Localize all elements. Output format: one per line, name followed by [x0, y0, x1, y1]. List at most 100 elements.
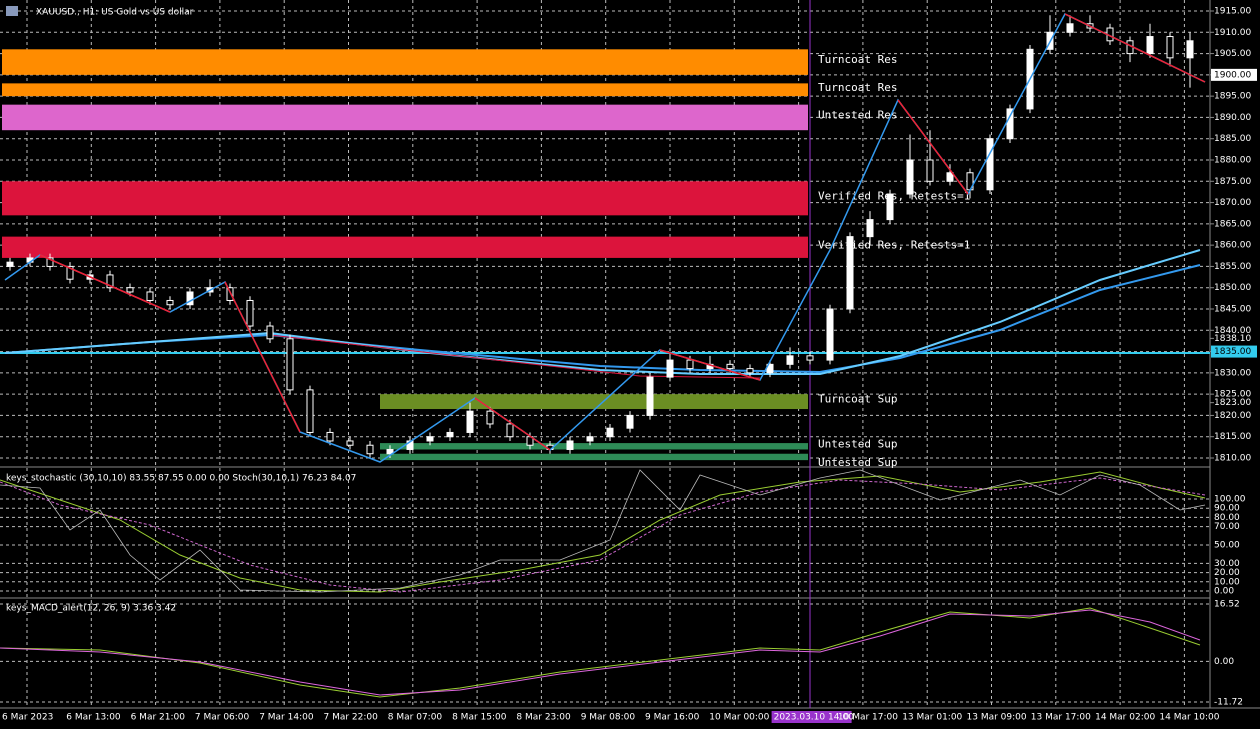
time-label: 9 Mar 16:00	[645, 713, 700, 723]
candle-body	[106, 274, 114, 289]
zone	[380, 443, 808, 450]
candle-body	[366, 444, 374, 455]
candle-body	[666, 359, 674, 378]
macd-signal	[0, 609, 1201, 696]
axes: 1915.00 1910.00 1905.00 1900.00 1895.00 1890.…	[2, 7, 1257, 723]
zone-label: Verified Res, Retests=1	[818, 238, 970, 251]
price-label: 1845.00	[1214, 305, 1251, 315]
time-label: 7 Mar 22:00	[324, 713, 379, 723]
zone-label: Untested Sup	[818, 437, 897, 450]
candle-body	[906, 159, 914, 195]
candle-body	[146, 291, 154, 301]
indicator-axis-label: 90.00	[1214, 504, 1240, 514]
price-label: 1875.00	[1214, 177, 1251, 187]
price-label: 1885.00	[1214, 134, 1251, 144]
candle-body	[1186, 40, 1194, 59]
zone-label: Verified Res, Retests=1	[818, 189, 970, 202]
candle-body	[506, 423, 514, 438]
zone	[2, 83, 808, 97]
time-label: 8 Mar 07:00	[388, 713, 443, 723]
candle-body	[626, 414, 634, 429]
indicator-axis-label: 10.00	[1214, 577, 1240, 587]
price-label: 1838.10	[1214, 334, 1251, 344]
price-label: 1840.00	[1214, 326, 1251, 336]
indicator-axis-label: 80.00	[1214, 513, 1240, 523]
zone	[2, 181, 808, 216]
indicator-axis-label: 70.00	[1214, 522, 1240, 532]
price-label: 1835.00	[1214, 347, 1251, 357]
candle-body	[186, 291, 194, 306]
candle-body	[846, 236, 854, 310]
candle-body	[886, 193, 894, 221]
candle-body	[486, 410, 494, 425]
candle-body	[306, 389, 314, 433]
stoch-main	[0, 471, 1206, 593]
candle-body	[426, 436, 434, 442]
candle-body	[606, 427, 614, 438]
candle-body	[346, 440, 354, 446]
indicator-axis-label: 50.00	[1214, 541, 1240, 551]
price-label: 1910.00	[1214, 28, 1251, 38]
candle-body	[586, 436, 594, 442]
chart-icon	[6, 6, 18, 16]
zones: Turncoat Res Turncoat Res Untested Res Veri…	[2, 49, 970, 469]
indicator-axis-label: 30.00	[1214, 559, 1240, 569]
candle-body	[1166, 36, 1174, 59]
time-label: 8 Mar 15:00	[452, 713, 507, 723]
candle-body	[746, 368, 754, 374]
candle-body	[226, 287, 234, 301]
price-highlight	[1211, 68, 1257, 81]
price-label: 1860.00	[1214, 241, 1251, 251]
price-label: 1870.00	[1214, 198, 1251, 208]
candle-body	[286, 338, 294, 391]
indicator-axis-label: -11.72	[1214, 698, 1243, 708]
candle-body	[566, 440, 574, 450]
stoch-fast	[0, 469, 1206, 593]
price-label: 1823.00	[1214, 398, 1251, 408]
time-label: 7 Mar 14:00	[259, 713, 314, 723]
macd-label: keys_MACD_alert(12, 26, 9) 3.36 3.42	[6, 604, 176, 614]
price-highlight	[1211, 345, 1257, 358]
zone	[2, 104, 808, 131]
candle-body	[806, 355, 814, 361]
time-label: 2023.03.10 14:00	[774, 713, 855, 723]
price-label: 1915.00	[1214, 7, 1251, 17]
candle-body	[866, 219, 874, 238]
time-label: 13 Mar 09:00	[967, 713, 1027, 723]
candle-body	[46, 257, 54, 267]
stoch-label: keys_stochastic (30,10,10) 83.55 87.55 0…	[6, 474, 356, 484]
candle-body	[266, 325, 274, 340]
zigzag-down	[39, 13, 1206, 451]
candle-body	[1006, 108, 1014, 140]
zone-label: Untested Sup	[818, 456, 897, 469]
indicator-axis-label: 100.00	[1214, 495, 1246, 505]
price-label: 1895.00	[1214, 92, 1251, 102]
zone-label: Turncoat Res	[818, 81, 897, 94]
zone-label: Untested Res	[818, 108, 897, 121]
time-highlight	[771, 711, 852, 723]
indicator-axis-label: 20.00	[1214, 568, 1240, 578]
candle-body	[166, 299, 174, 306]
time-label: 8 Mar 23:00	[516, 713, 571, 723]
time-label: 7 Mar 06:00	[195, 713, 250, 723]
indicator-axis-label: 0.00	[1214, 587, 1234, 597]
zone	[380, 453, 808, 461]
zone-label: Turncoat Res	[818, 53, 897, 66]
candle-body	[386, 448, 394, 455]
price-label: 1810.00	[1214, 454, 1251, 464]
price-label: 1815.00	[1214, 432, 1251, 442]
candle-body	[246, 299, 254, 327]
symbol-title: XAUUSD., H1: US Gold vs US dollar	[36, 8, 194, 18]
price-label: 1825.00	[1214, 390, 1251, 400]
price-label: 1865.00	[1214, 219, 1251, 229]
candle-body	[1146, 36, 1154, 55]
zone	[380, 394, 808, 410]
candle-body	[466, 410, 474, 433]
candle-body	[126, 287, 134, 293]
moving-average	[4, 249, 1201, 375]
time-label: 9 Mar 08:00	[581, 713, 636, 723]
candle-body	[986, 138, 994, 191]
time-label: 13 Mar 01:00	[902, 713, 962, 723]
